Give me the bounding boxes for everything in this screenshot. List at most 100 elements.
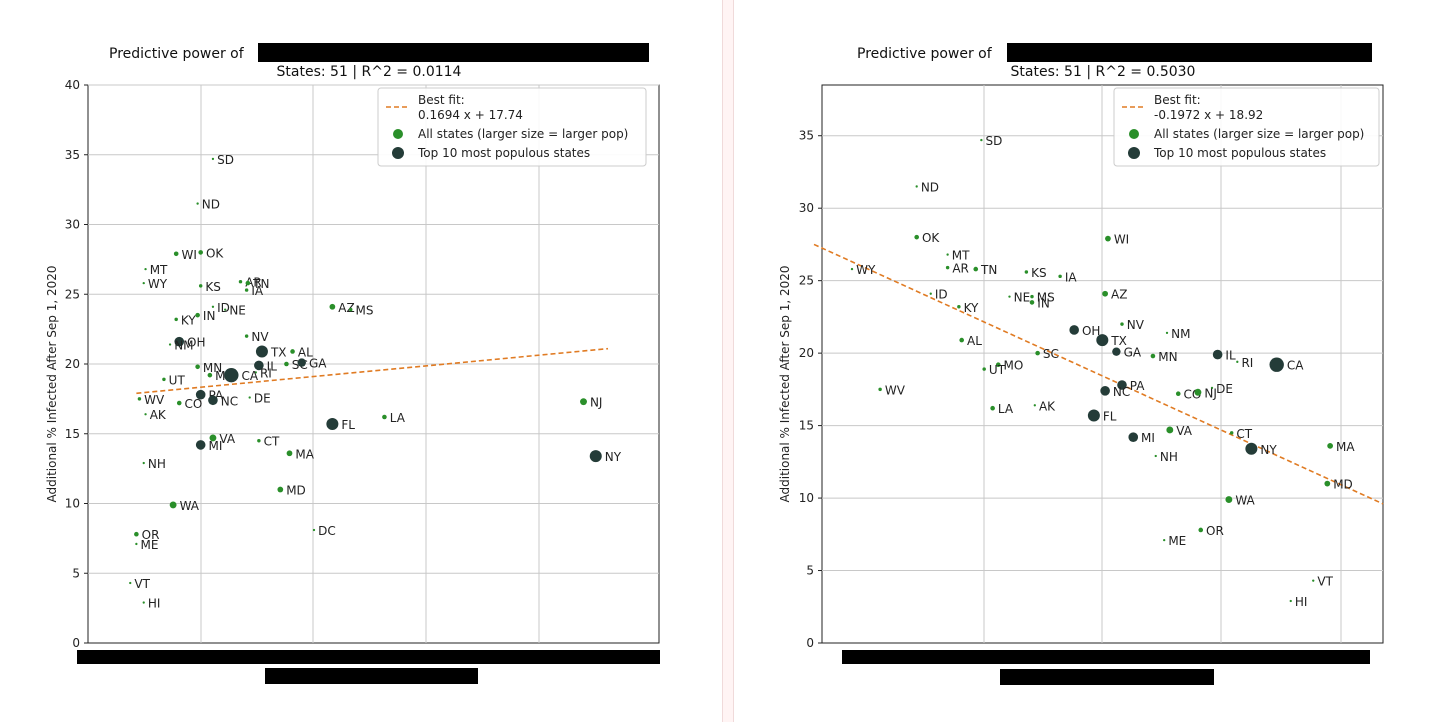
point-ct <box>257 439 261 443</box>
point-label-ca: CA <box>242 369 259 383</box>
point-label-nh: NH <box>148 457 166 471</box>
point-label-ut: UT <box>169 373 186 387</box>
point-label-wv: WV <box>144 393 165 407</box>
legend-all-label: All states (larger size = larger pop) <box>418 127 628 141</box>
point-label-tn: TN <box>252 277 269 291</box>
point-label-ks: KS <box>205 280 221 294</box>
point-az <box>329 303 336 310</box>
point-label-mt: MT <box>150 263 168 277</box>
x-tick-redaction <box>77 650 660 664</box>
point-ok <box>198 250 203 255</box>
point-wi <box>173 251 179 257</box>
point-label-ak: AK <box>150 408 167 422</box>
best-fit-line <box>136 347 609 395</box>
point-me <box>135 542 138 546</box>
point-label-ky: KY <box>181 313 196 327</box>
legend-box <box>377 87 647 167</box>
point-nm <box>168 343 172 346</box>
point-la <box>382 414 387 420</box>
point-label-nm: NM <box>174 338 193 352</box>
point-label-la: LA <box>390 411 406 425</box>
point-ky <box>174 317 178 322</box>
point-label-dc: DC <box>318 524 336 538</box>
point-label-oh: OH <box>187 336 205 350</box>
point-co <box>176 400 182 406</box>
point-label-ma: MA <box>295 447 314 461</box>
point-label-nd: ND <box>202 198 220 212</box>
point-nj <box>580 398 587 406</box>
point-mt <box>144 267 147 271</box>
point-label-nj: NJ <box>590 396 603 410</box>
point-label-mn: MN <box>203 361 222 375</box>
point-tn <box>245 280 251 286</box>
point-md <box>277 486 284 493</box>
point-in <box>195 312 200 318</box>
chart-title: Predictive power of <box>109 46 245 62</box>
point-wv <box>137 397 142 401</box>
point-ne <box>224 308 227 311</box>
point-sc <box>284 361 289 367</box>
point-label-de: DE <box>254 391 271 405</box>
point-nc <box>208 395 218 406</box>
y-tick-label: 10 <box>65 497 80 511</box>
point-hi <box>142 601 145 604</box>
point-ak <box>144 413 147 416</box>
point-al <box>290 349 295 354</box>
point-pa <box>195 389 206 400</box>
point-wy <box>142 281 145 285</box>
point-sd <box>211 157 215 161</box>
point-ri <box>254 371 257 374</box>
point-dc <box>312 528 316 532</box>
point-nv <box>244 334 249 338</box>
y-tick-label: 5 <box>72 566 80 580</box>
point-label-il: IL <box>267 359 278 373</box>
point-label-ok: OK <box>206 246 224 260</box>
point-label-wi: WI <box>181 248 196 262</box>
y-tick-label: 25 <box>65 287 80 301</box>
point-label-fl: FL <box>341 418 355 432</box>
legend-fit-title: Best fit: <box>418 93 465 107</box>
point-ca <box>224 367 239 383</box>
y-tick-label: 40 <box>65 78 80 92</box>
point-label-ms: MS <box>355 304 373 318</box>
point-label-me: ME <box>141 538 159 552</box>
legend-top-swatch <box>392 147 404 159</box>
point-mn <box>195 364 200 370</box>
point-label-ga: GA <box>309 357 327 371</box>
point-label-wa: WA <box>180 499 200 513</box>
point-ms <box>349 307 353 312</box>
point-label-tx: TX <box>270 345 287 359</box>
point-ma <box>286 450 293 457</box>
point-ia <box>244 288 249 292</box>
point-label-al: AL <box>298 345 313 359</box>
legend-fit-equation: 0.1694 x + 17.74 <box>418 108 523 122</box>
point-label-hi: HI <box>148 597 161 611</box>
point-label-id: ID <box>217 301 230 315</box>
y-tick-label: 35 <box>65 148 80 162</box>
point-ga <box>297 358 306 367</box>
point-label-or: OR <box>142 528 160 542</box>
point-id <box>211 305 215 308</box>
point-nd <box>196 202 199 205</box>
point-fl <box>326 417 339 430</box>
point-vt <box>129 581 132 585</box>
point-label-ct: CT <box>264 435 280 449</box>
point-label-ar: AR <box>245 276 262 290</box>
point-mo <box>207 372 213 378</box>
point-nh <box>142 461 145 465</box>
point-label-co: CO <box>185 397 203 411</box>
point-label-ne: NE <box>229 304 246 318</box>
point-or <box>134 531 139 537</box>
point-mi <box>195 440 206 450</box>
point-label-ri: RI <box>260 366 272 380</box>
y-tick-label: 20 <box>65 357 80 371</box>
title-redaction <box>258 43 649 62</box>
point-label-md: MD <box>286 484 306 498</box>
y-axis-label: Additional % Infected After Sep 1, 2020 <box>45 265 59 502</box>
point-oh <box>174 336 185 347</box>
chart-subtitle: States: 51 | R^2 = 0.0114 <box>277 64 462 80</box>
point-label-wy: WY <box>148 277 168 291</box>
point-il <box>254 360 264 371</box>
point-label-ia: IA <box>251 284 264 298</box>
y-tick-label: 0 <box>72 636 80 650</box>
